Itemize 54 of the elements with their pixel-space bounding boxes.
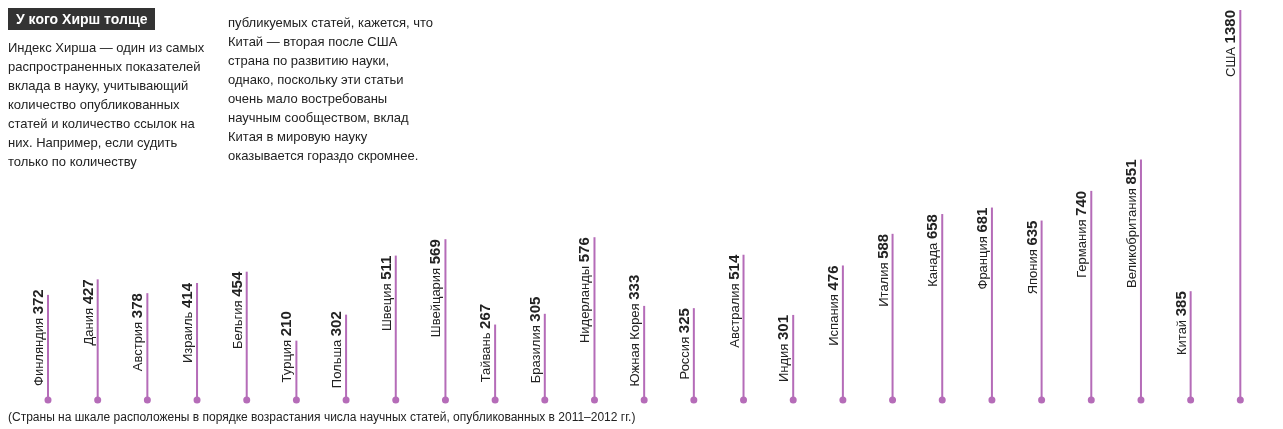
data-label: 514 (724, 254, 742, 280)
x-tick-label: Япония (1024, 245, 1040, 295)
data-label: 414 (178, 282, 196, 309)
data-label: 576 (575, 237, 593, 263)
x-tick-label: Франция (974, 232, 990, 290)
x-tick-label: Германия (1074, 215, 1090, 278)
x-tick-label: Швейцария (428, 264, 444, 338)
x-tick-label: Швеция (378, 279, 394, 332)
data-label: 378 (128, 293, 146, 319)
x-tick-label: Италия (875, 258, 891, 307)
data-label: 427 (78, 279, 96, 305)
x-tick-label: Бразилия (527, 321, 543, 384)
data-label: 454 (227, 271, 245, 297)
data-label: 385 (1171, 291, 1189, 317)
x-tick-label: Россия (676, 333, 692, 380)
x-tick-label: Южная Корея (627, 299, 643, 387)
data-label: 588 (873, 233, 891, 259)
data-label: 740 (1072, 190, 1090, 216)
data-label: 267 (476, 303, 494, 329)
data-label: 569 (426, 239, 444, 265)
x-tick-label: Великобритания (1123, 184, 1139, 288)
x-tick-label: Австралия (726, 279, 742, 348)
data-label: 851 (1121, 159, 1139, 185)
data-label: 333 (625, 274, 643, 300)
x-tick-label: Польша (329, 336, 345, 389)
x-tick-label: Бельгия (229, 296, 245, 350)
x-tick-label: Финляндия (31, 314, 46, 386)
data-label: 372 (29, 289, 46, 315)
x-tick-label: Дания (80, 304, 96, 346)
data-label: 476 (823, 265, 841, 291)
x-tick-label: Испания (825, 290, 841, 346)
x-tick-label: Китай (1173, 316, 1189, 355)
data-label: 305 (525, 296, 543, 322)
data-label: 1380 (1221, 10, 1239, 44)
x-tick-label: Израиль (180, 308, 196, 364)
x-tick-label: Тайвань (478, 328, 494, 383)
text: (Страны на шкале расположены в порядке возрастания числа научных статей, опубликованных в 2011–2012 гг.) (8, 410, 636, 424)
annotation: публикуемых статей, кажется, что Китай — вторая после США страна по развитию науки, однако, поскольку эти статьи очень мало востребованы научным сообществом, вклад Китая в мировую науку оказывается гораздо скромнее. (228, 14, 435, 165)
data-label: 658 (923, 214, 941, 240)
x-tick-label: Турция (279, 336, 295, 383)
data-label: 302 (327, 311, 345, 337)
x-tick-label: Австрия (130, 318, 146, 372)
data-label: 635 (1022, 220, 1040, 246)
x-tick-label: Индия (776, 339, 792, 383)
data-label: 210 (277, 311, 295, 337)
data-label: 681 (972, 207, 990, 233)
chart-title: У кого Хирш толще (8, 8, 156, 30)
x-tick-label: США (1223, 43, 1239, 77)
x-tick-label: Канада (925, 239, 941, 287)
data-label: 511 (376, 255, 394, 280)
x-tick-label: Нидерланды (577, 262, 593, 344)
data-label: 325 (674, 308, 692, 334)
annotation: Индекс Хирша — один из самых распространенных показателей вклада в науку, учитывающий количество опубликованных статей и количество ссылок на них. Например, если судить только по количеству (8, 38, 206, 171)
data-label: 301 (774, 314, 792, 340)
